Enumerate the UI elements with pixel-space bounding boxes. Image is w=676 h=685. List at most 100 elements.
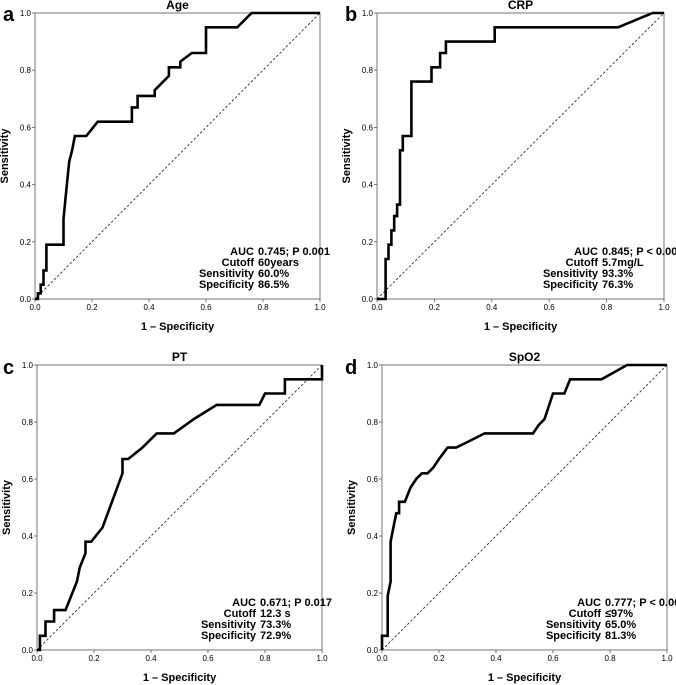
x-tick-label: 0.0	[376, 654, 388, 663]
x-tick-label: 1.0	[658, 303, 670, 312]
chart-title: CRP	[508, 0, 533, 12]
x-tick-label: 0.6	[544, 303, 556, 312]
y-tick-label: 0.0	[20, 295, 32, 304]
plot-frame	[36, 364, 323, 651]
panel-letter: b	[345, 4, 357, 26]
stat-label: Specificity	[543, 279, 599, 291]
y-tick-label: 0.6	[362, 123, 374, 132]
x-tick-label: 0.4	[143, 303, 155, 312]
reference-diagonal-line	[376, 12, 665, 300]
y-tick-label: 0.6	[20, 123, 32, 132]
y-tick-label: 0.4	[22, 532, 34, 541]
roc-curve-line	[380, 363, 667, 650]
y-tick-label: 0.2	[362, 238, 374, 247]
stat-value: 0.845; P < 0.001	[602, 246, 676, 258]
stat-label: Specificity	[201, 630, 257, 642]
stat-value: 76.3%	[602, 279, 633, 291]
y-axis-label: Sensitivity	[346, 479, 358, 535]
stat-value: 0.745; P 0.001	[258, 246, 330, 258]
x-axis-label: 1 – Specificity	[143, 672, 217, 684]
x-tick-label: 0.2	[433, 654, 445, 663]
y-axis-label: Sensitivity	[0, 128, 11, 184]
stat-label: AUC	[232, 597, 256, 609]
stat-value: 60years	[258, 257, 299, 269]
stat-label: AUC	[230, 246, 254, 258]
x-tick-label: 0.2	[429, 303, 441, 312]
stat-label: Sensitivity	[201, 619, 257, 631]
stat-label: Cutoff	[222, 257, 255, 269]
x-tick-label: 1.0	[316, 654, 328, 663]
roc-curve-line	[37, 365, 324, 652]
stat-label: Specificity	[546, 630, 602, 642]
x-tick-label: 0.6	[202, 654, 214, 663]
x-axis-label: 1 – Specificity	[488, 672, 562, 684]
stat-label: Cutoff	[566, 257, 599, 269]
y-axis-label: Sensitivity	[341, 128, 353, 184]
chart-title: PT	[172, 350, 188, 364]
x-tick-label: 0.6	[200, 303, 212, 312]
stat-value: 0.777; P < 0.001	[605, 597, 676, 609]
stat-label: Specificity	[199, 279, 255, 291]
y-tick-label: 0.6	[367, 475, 379, 484]
y-tick-label: 0.6	[22, 475, 34, 484]
x-tick-label: 1.0	[661, 654, 673, 663]
x-tick-label: 0.2	[86, 303, 98, 312]
y-tick-label: 1.0	[22, 361, 34, 370]
plot-frame	[376, 12, 665, 300]
roc-panel-a: a Age 0.0 0.2 0.4 0.6 0.8 1.0 0.0 0.2 0.4 0.6 0.8 1.0…	[0, 0, 330, 333]
y-tick-label: 0.8	[20, 66, 32, 75]
stat-label: Sensitivity	[546, 619, 602, 631]
stat-value: 73.3%	[260, 619, 291, 631]
x-tick-label: 0.2	[88, 654, 100, 663]
x-tick-label: 1.0	[314, 303, 326, 312]
stat-value: 60.0%	[258, 268, 289, 280]
y-tick-label: 0.8	[367, 418, 379, 427]
y-tick-label: 0.2	[367, 589, 379, 598]
y-tick-label: 0.0	[362, 295, 374, 304]
x-axis-label: 1 – Specificity	[141, 321, 215, 333]
stat-value: 5.7mg/L	[602, 257, 644, 269]
panel-letter: a	[3, 4, 15, 26]
y-tick-label: 0.4	[367, 532, 379, 541]
stat-label: Sensitivity	[199, 268, 255, 280]
stat-label: Sensitivity	[543, 268, 599, 280]
y-tick-label: 0.0	[367, 646, 379, 655]
x-tick-label: 0.4	[490, 654, 502, 663]
stat-value: 93.3%	[602, 268, 633, 280]
x-tick-label: 0.8	[601, 303, 613, 312]
stat-label: Cutoff	[569, 608, 602, 620]
chart-title: SpO2	[509, 350, 541, 364]
x-tick-label: 0.4	[486, 303, 498, 312]
y-axis-label: Sensitivity	[1, 479, 13, 535]
roc-curve-line	[377, 11, 664, 301]
y-tick-label: 1.0	[362, 9, 374, 18]
plot-frame	[381, 364, 668, 651]
y-tick-label: 0.2	[20, 238, 32, 247]
y-tick-label: 0.4	[20, 181, 32, 190]
panel-letter: c	[3, 357, 14, 379]
x-tick-label: 0.8	[604, 654, 616, 663]
chart-title: Age	[166, 0, 189, 12]
panel-letter: d	[345, 357, 357, 379]
y-tick-label: 0.8	[22, 418, 34, 427]
y-tick-label: 0.0	[22, 646, 34, 655]
y-tick-label: 0.4	[362, 181, 374, 190]
stat-value: 86.5%	[258, 279, 289, 291]
x-tick-label: 0.6	[547, 654, 559, 663]
stat-label: AUC	[574, 246, 598, 258]
stat-value: 72.9%	[260, 630, 291, 642]
stat-value: 81.3%	[605, 630, 636, 642]
x-tick-label: 0.8	[259, 654, 271, 663]
y-tick-label: 0.8	[362, 66, 374, 75]
x-tick-label: 0.4	[145, 654, 157, 663]
y-tick-label: 0.2	[22, 589, 34, 598]
stat-value: 12.3 s	[260, 608, 291, 620]
x-tick-label: 0.8	[257, 303, 269, 312]
roc-panel-c: c PT 0.0 0.2 0.4 0.6 0.8 1.0 0.0 0.2 0.4 0.6 0.8 1.0 1…	[1, 350, 332, 684]
y-tick-label: 1.0	[367, 361, 379, 370]
x-tick-label: 0.0	[371, 303, 383, 312]
x-tick-label: 0.0	[29, 303, 41, 312]
plot-frame	[34, 12, 321, 300]
stat-value: ≤97%	[605, 608, 633, 620]
